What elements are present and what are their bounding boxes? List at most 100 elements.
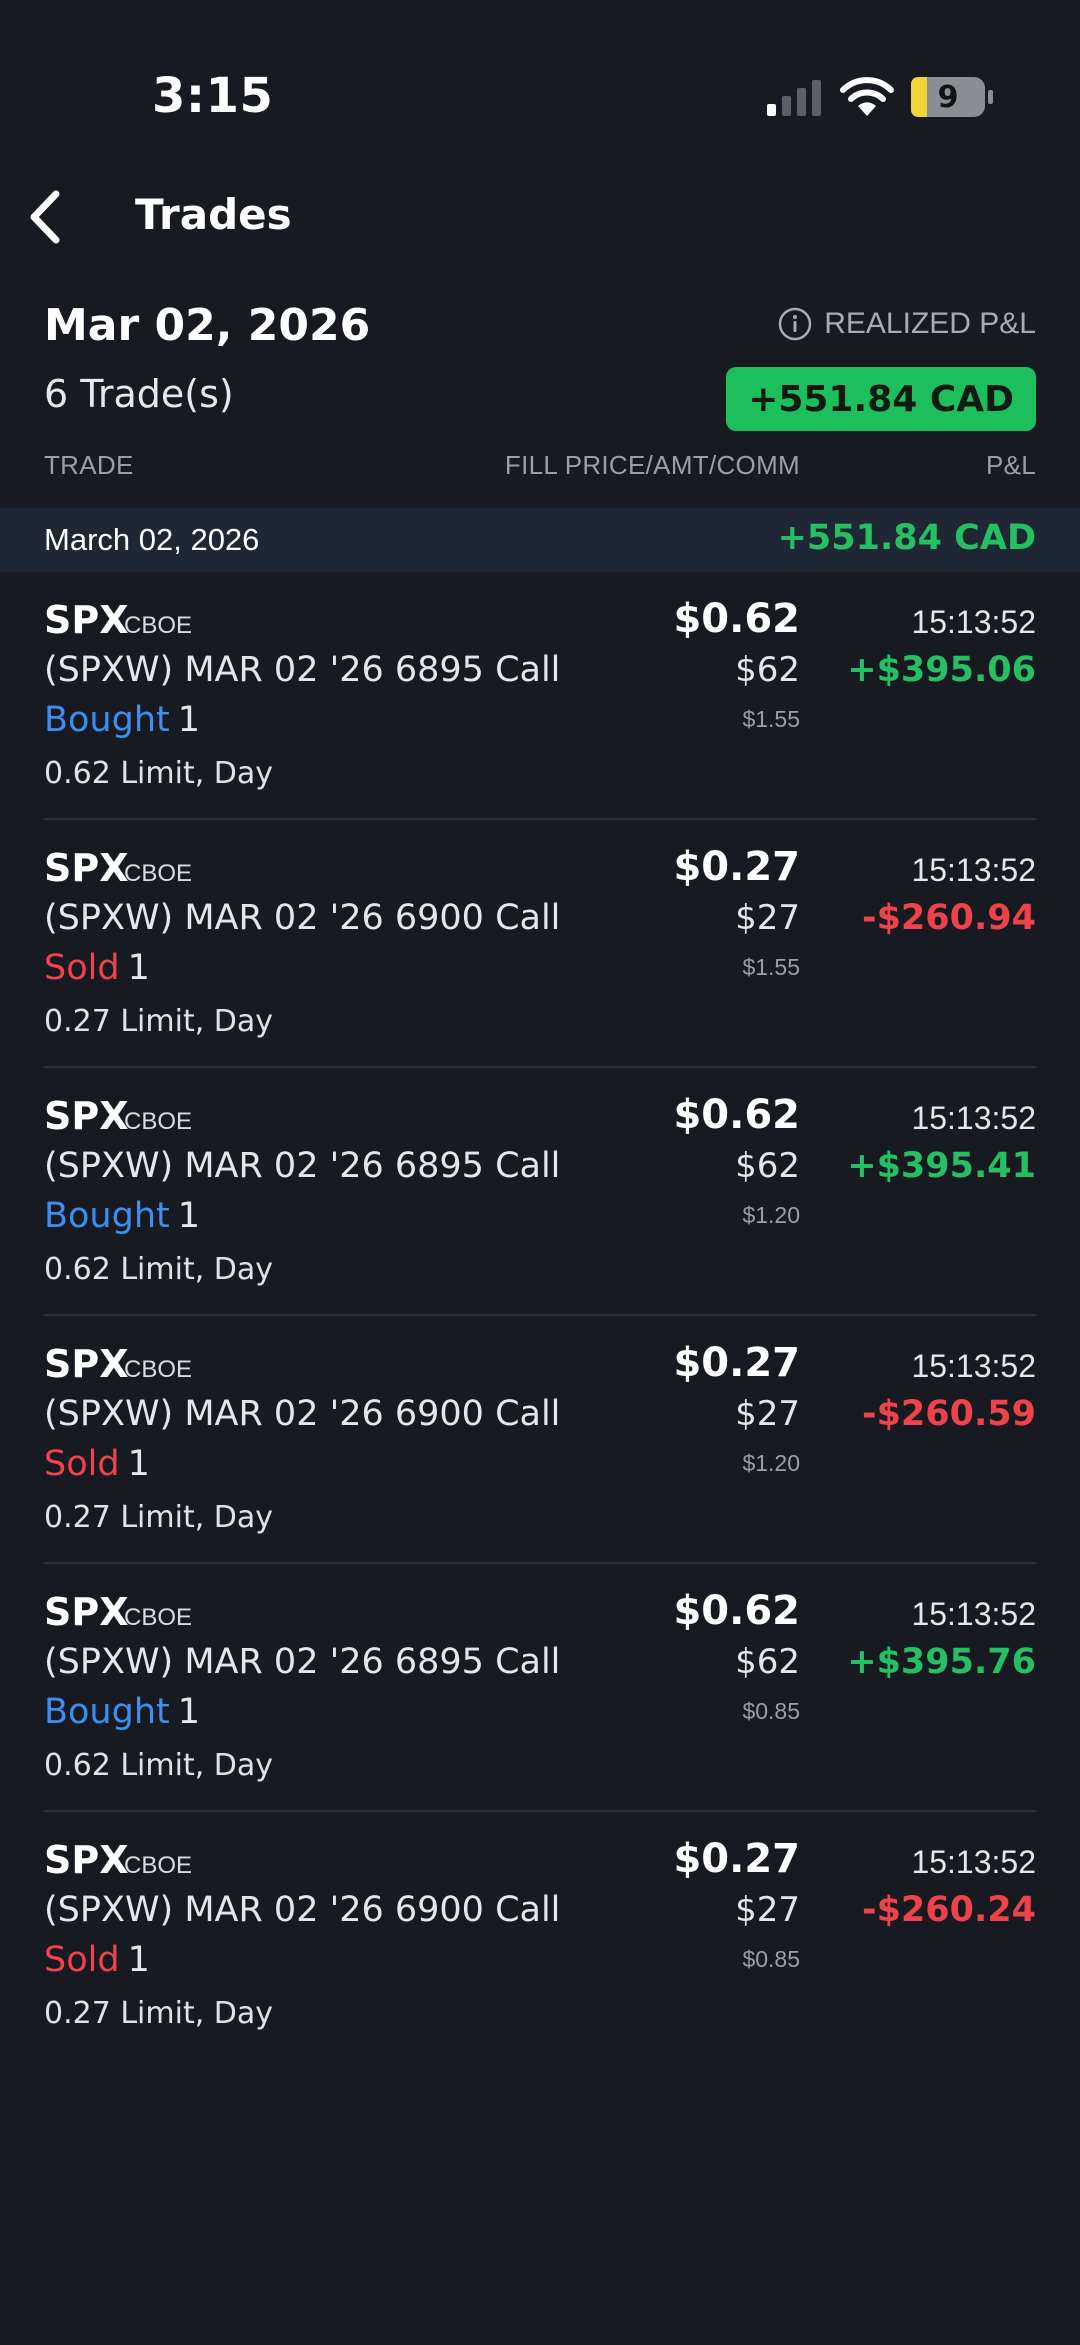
trade-exchange: CBOE: [124, 612, 193, 639]
trade-order-type: 0.27 Limit, Day: [44, 1500, 274, 1535]
signal-icon: [767, 80, 821, 116]
column-header-pnl: P&L: [985, 450, 1036, 480]
trade-symbol: SPX: [44, 1838, 129, 1882]
trade-side: Sold: [44, 1940, 120, 1980]
column-header-fill: FILL PRICE/AMT/COMM: [504, 450, 800, 480]
trade-commission: $1.20: [742, 1450, 800, 1476]
back-button[interactable]: [18, 182, 78, 252]
trade-commission: $1.55: [742, 706, 800, 732]
trade-contract: (SPXW) MAR 02 '26 6900 Call: [44, 1394, 561, 1434]
trade-qty: 1: [127, 1444, 150, 1484]
trade-side-line: Bought 1: [44, 1692, 200, 1732]
trade-qty: 1: [177, 1692, 201, 1732]
trade-side-line: Sold 1: [44, 1444, 150, 1484]
divider: [44, 818, 1036, 820]
trade-list: SPX CBOE (SPXW) MAR 02 '26 6895 Call Bou…: [0, 572, 1080, 2060]
trade-exchange: CBOE: [124, 1108, 193, 1135]
trade-symbol: SPX: [44, 1094, 129, 1138]
trade-symbol: SPX: [44, 1342, 129, 1386]
trade-row[interactable]: SPX CBOE (SPXW) MAR 02 '26 6900 Call Sol…: [0, 1812, 1080, 2060]
divider: [44, 1562, 1036, 1564]
trade-side-line: Bought 1: [44, 700, 200, 740]
trade-side: Bought: [44, 1196, 170, 1236]
trade-count: 6 Trade(s): [44, 372, 234, 416]
trade-commission: $1.55: [742, 954, 800, 980]
trade-side: Bought: [44, 700, 170, 740]
trade-time: 15:13:52: [911, 1844, 1036, 1880]
trade-time: 15:13:52: [911, 1100, 1036, 1136]
trade-exchange: CBOE: [124, 860, 193, 887]
trade-commission: $0.85: [742, 1946, 800, 1972]
trade-commission: $1.20: [742, 1202, 800, 1228]
trade-fill-price: $0.27: [673, 844, 800, 890]
trade-qty: 1: [177, 1196, 201, 1236]
battery-level: 9: [937, 79, 959, 115]
trade-qty: 1: [127, 948, 150, 988]
chevron-left-icon: [30, 190, 60, 244]
battery-icon: [911, 77, 993, 117]
trade-time: 15:13:52: [911, 1596, 1036, 1632]
trade-order-type: 0.62 Limit, Day: [44, 756, 274, 791]
column-header-trade: TRADE: [44, 450, 134, 480]
trade-pnl: -$260.59: [862, 1394, 1036, 1434]
date-group-header: March 02, 2026 +551.84 CAD: [0, 508, 1080, 572]
trade-contract: (SPXW) MAR 02 '26 6900 Call: [44, 1890, 561, 1930]
trade-row[interactable]: SPX CBOE (SPXW) MAR 02 '26 6900 Call Sol…: [0, 820, 1080, 1068]
trade-symbol: SPX: [44, 1590, 129, 1634]
trade-row[interactable]: SPX CBOE (SPXW) MAR 02 '26 6895 Call Bou…: [0, 1564, 1080, 1812]
trade-order-type: 0.27 Limit, Day: [44, 1996, 274, 2031]
trade-row[interactable]: SPX CBOE (SPXW) MAR 02 '26 6895 Call Bou…: [0, 572, 1080, 820]
trade-order-type: 0.27 Limit, Day: [44, 1004, 274, 1039]
trade-contract: (SPXW) MAR 02 '26 6895 Call: [44, 650, 561, 690]
trade-side-line: Bought 1: [44, 1196, 200, 1236]
trade-exchange: CBOE: [124, 1356, 193, 1383]
status-time: 3:15: [152, 68, 274, 124]
group-date: March 02, 2026: [44, 522, 260, 557]
summary-date: Mar 02, 2026: [44, 300, 371, 351]
trade-amount: $27: [735, 1394, 800, 1434]
trade-pnl: -$260.24: [862, 1890, 1036, 1930]
trade-fill-price: $0.27: [673, 1340, 800, 1386]
trade-contract: (SPXW) MAR 02 '26 6895 Call: [44, 1642, 561, 1682]
trade-amount: $27: [735, 1890, 800, 1930]
trade-order-type: 0.62 Limit, Day: [44, 1252, 274, 1287]
trade-commission: $0.85: [742, 1698, 800, 1724]
trade-qty: 1: [127, 1940, 150, 1980]
trade-pnl: +$395.76: [847, 1642, 1036, 1682]
trade-side-line: Sold 1: [44, 948, 150, 988]
trade-pnl: -$260.94: [862, 898, 1036, 938]
divider: [44, 1810, 1036, 1812]
group-pnl: +551.84 CAD: [777, 518, 1036, 558]
trade-symbol: SPX: [44, 598, 129, 642]
info-icon[interactable]: [778, 307, 812, 341]
trade-qty: 1: [177, 700, 201, 740]
trade-side: Sold: [44, 948, 120, 988]
trade-contract: (SPXW) MAR 02 '26 6900 Call: [44, 898, 561, 938]
pnl-label-text: REALIZED P&L: [824, 307, 1036, 340]
trade-side: Sold: [44, 1444, 120, 1484]
trade-exchange: CBOE: [124, 1604, 193, 1631]
trade-row[interactable]: SPX CBOE (SPXW) MAR 02 '26 6900 Call Sol…: [0, 1316, 1080, 1564]
realized-pnl-label[interactable]: REALIZED P&L: [778, 307, 1036, 341]
trade-time: 15:13:52: [911, 852, 1036, 888]
trade-fill-price: $0.62: [673, 1092, 800, 1138]
trade-row[interactable]: SPX CBOE (SPXW) MAR 02 '26 6895 Call Bou…: [0, 1068, 1080, 1316]
realized-pnl-badge: +551.84 CAD: [726, 367, 1036, 431]
trade-pnl: +$395.06: [847, 650, 1036, 690]
trade-amount: $62: [735, 1146, 800, 1186]
trade-exchange: CBOE: [124, 1852, 193, 1879]
trade-pnl: +$395.41: [847, 1146, 1036, 1186]
trade-amount: $62: [735, 650, 800, 690]
trade-fill-price: $0.62: [673, 1588, 800, 1634]
wifi-icon: [840, 77, 894, 116]
trade-fill-price: $0.27: [673, 1836, 800, 1882]
trade-contract: (SPXW) MAR 02 '26 6895 Call: [44, 1146, 561, 1186]
trade-side-line: Sold 1: [44, 1940, 150, 1980]
trade-time: 15:13:52: [911, 1348, 1036, 1384]
trade-amount: $62: [735, 1642, 800, 1682]
status-bar: 3:15 9: [0, 0, 1080, 190]
trade-side: Bought: [44, 1692, 170, 1732]
trade-fill-price: $0.62: [673, 596, 800, 642]
divider: [44, 1314, 1036, 1316]
divider: [44, 1066, 1036, 1068]
